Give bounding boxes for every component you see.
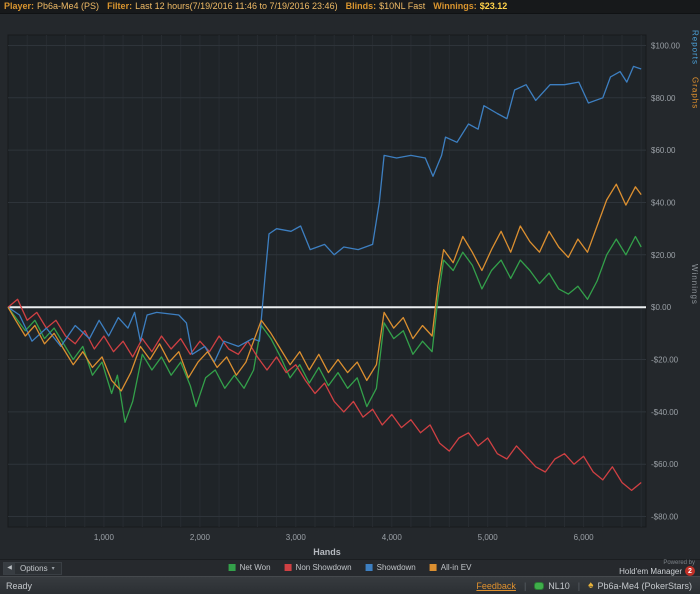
filter-label: Filter: (107, 1, 133, 11)
hm2-name: Hold'em Manager (619, 566, 682, 576)
legend-label: Non Showdown (295, 563, 352, 572)
blinds-label: Blinds: (345, 1, 377, 11)
side-tab-reports[interactable]: Reports (690, 30, 700, 66)
svg-text:2,000: 2,000 (190, 533, 211, 542)
stake-label: NL10 (548, 580, 570, 591)
powered-by: Powered by Hold'em Manager 2 (619, 560, 695, 576)
svg-text:5,000: 5,000 (478, 533, 499, 542)
legend-swatch (365, 564, 373, 571)
legend-label: All-in EV (440, 563, 472, 572)
side-tab-strip: Reports Graphs (690, 30, 700, 109)
svg-text:$60.00: $60.00 (651, 146, 676, 155)
svg-text:$80.00: $80.00 (651, 94, 676, 103)
legend-swatch (284, 564, 292, 571)
legend-item-non-showdown[interactable]: Non Showdown (284, 563, 352, 572)
filter-value: Last 12 hours(7/19/2016 11:46 to 7/19/20… (135, 1, 338, 11)
hm2-logo-badge: 2 (685, 566, 695, 576)
collapse-left-icon[interactable]: ◀ (4, 563, 15, 574)
svg-text:-$60.00: -$60.00 (651, 460, 679, 469)
player-chip[interactable]: ♠ Pb6a-Me4 (PokerStars) (588, 579, 692, 591)
winnings-chart[interactable]: $100.00 $80.00 $60.00 $40.00 $20.00 $0.00 -$20… (0, 14, 700, 559)
player-value: Pb6a-Me4 (PS) (37, 1, 100, 11)
powered-by-name: Hold'em Manager 2 (619, 566, 695, 576)
title-bar: Player: Pb6a-Me4 (PS) Filter: Last 12 hours… (0, 0, 700, 14)
legend-item-showdown[interactable]: Showdown (365, 563, 416, 572)
side-tab-graphs[interactable]: Graphs (690, 77, 700, 110)
legend-swatch (429, 564, 437, 571)
svg-text:$20.00: $20.00 (651, 251, 676, 260)
graph-panel: $100.00 $80.00 $60.00 $40.00 $20.00 $0.00 -$20… (0, 14, 700, 559)
table-icon (534, 581, 545, 590)
series-non-showdown (7, 298, 642, 492)
status-ready: Ready (6, 580, 33, 591)
svg-text:1,000: 1,000 (94, 533, 115, 542)
status-right-cluster: Feedback | NL10 | ♠ Pb6a-Me4 (PokerStars… (476, 579, 700, 591)
svg-text:-$40.00: -$40.00 (651, 408, 679, 417)
svg-text:$0.00: $0.00 (651, 303, 672, 312)
player-label: Player: (4, 1, 35, 11)
legend: Net Won Non Showdown Showdown All-in EV (228, 563, 472, 572)
legend-label: Showdown (376, 563, 416, 572)
svg-text:6,000: 6,000 (574, 533, 595, 542)
feedback-link[interactable]: Feedback (476, 580, 516, 591)
legend-item-net-won[interactable]: Net Won (228, 563, 271, 572)
series-showdown (7, 65, 642, 363)
status-bar: Ready Feedback | NL10 | ♠ Pb6a-Me4 (Poke… (0, 576, 700, 594)
svg-text:$100.00: $100.00 (651, 42, 680, 51)
spade-icon: ♠ (588, 579, 594, 591)
legend-item-all-in-ev[interactable]: All-in EV (429, 563, 472, 572)
separator: | (523, 580, 527, 591)
winnings-label: Winnings: (433, 1, 477, 11)
y-axis-title: Winnings (690, 264, 699, 305)
bottom-bar: ◀ Options ▾ Net Won Non Showdown Showdown A… (0, 559, 700, 576)
stake-chip[interactable]: NL10 (534, 581, 570, 591)
blinds-value: $10NL Fast (379, 1, 426, 11)
x-axis-title: Hands (313, 547, 341, 557)
winnings-value: $23.12 (479, 1, 508, 11)
series-all-in-ev (7, 183, 642, 392)
svg-text:-$80.00: -$80.00 (651, 513, 679, 522)
chevron-down-icon: ▾ (51, 566, 55, 572)
svg-text:4,000: 4,000 (382, 533, 403, 542)
status-player-label: Pb6a-Me4 (PokerStars) (597, 580, 692, 591)
options-panel[interactable]: ◀ Options ▾ (3, 562, 62, 575)
legend-swatch (228, 564, 236, 571)
options-button[interactable]: Options (20, 564, 48, 573)
separator: | (577, 580, 581, 591)
svg-text:$40.00: $40.00 (651, 199, 676, 208)
svg-text:3,000: 3,000 (286, 533, 307, 542)
powered-by-prefix: Powered by (663, 560, 695, 566)
svg-text:-$20.00: -$20.00 (651, 356, 679, 365)
legend-label: Net Won (239, 563, 271, 572)
